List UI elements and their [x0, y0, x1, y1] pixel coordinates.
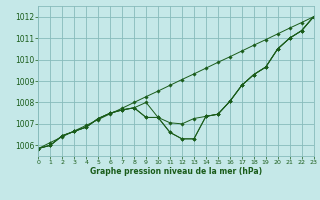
X-axis label: Graphe pression niveau de la mer (hPa): Graphe pression niveau de la mer (hPa)	[90, 167, 262, 176]
